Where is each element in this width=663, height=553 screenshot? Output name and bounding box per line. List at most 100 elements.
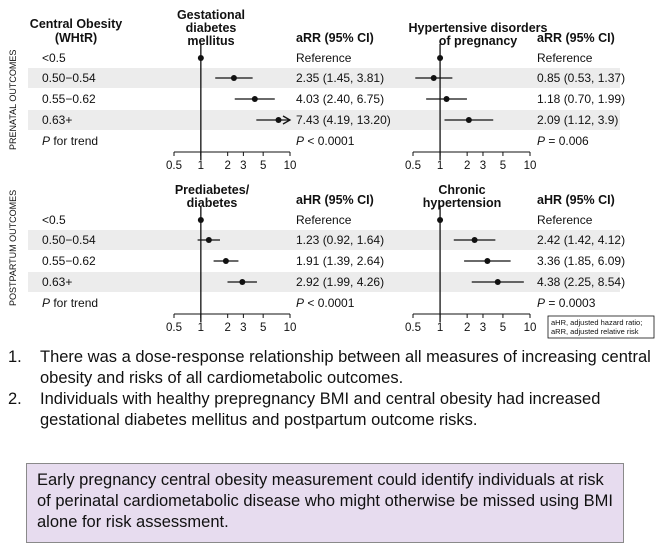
point-estimate — [239, 279, 246, 285]
finding-text: There was a dose-response relationship b… — [40, 348, 651, 387]
row-label: 0.50−0.54 — [42, 233, 96, 247]
panel-title-line: mellitus — [187, 34, 234, 48]
panel-title-line: of pregnancy — [439, 34, 518, 48]
point-estimate — [222, 258, 229, 264]
footnote-text: aHR, adjusted hazard ratio; — [551, 318, 642, 327]
row-label: <0.5 — [42, 51, 66, 65]
row-label: P for trend — [42, 296, 98, 310]
estimate-header: aRR (95% CI) — [296, 31, 374, 45]
point-estimate — [465, 117, 472, 123]
point-estimate — [205, 237, 212, 243]
point-estimate — [437, 217, 444, 223]
estimate-text: P = 0.0003 — [537, 296, 596, 310]
finding-number: 1. — [8, 348, 22, 366]
estimate-text: 1.18 (0.70, 1.99) — [537, 92, 625, 106]
row-header-subtitle: (WHtR) — [55, 31, 97, 45]
point-estimate — [275, 117, 282, 123]
estimate-text: 1.23 (0.92, 1.64) — [296, 233, 384, 247]
estimate-text: Reference — [537, 213, 593, 227]
estimate-text: 7.43 (4.19, 13.20) — [296, 113, 391, 127]
panel-title-line: diabetes — [186, 21, 237, 35]
point-estimate — [430, 75, 437, 81]
x-tick-label: 3 — [240, 322, 246, 334]
point-estimate — [471, 237, 478, 243]
estimate-text: 1.91 (1.39, 2.64) — [296, 254, 384, 268]
x-tick-label: 10 — [524, 160, 537, 172]
point-estimate — [484, 258, 491, 264]
estimate-text: P < 0.0001 — [296, 134, 355, 148]
panel-title-line: Prediabetes/ — [175, 183, 250, 197]
x-tick-label: 10 — [284, 160, 297, 172]
row-label: 0.55−0.62 — [42, 254, 96, 268]
estimate-text: Reference — [537, 51, 593, 65]
p-italic: P — [42, 296, 50, 310]
estimate-text: 4.03 (2.40, 6.75) — [296, 92, 384, 106]
conclusion-box: Early pregnancy central obesity measurem… — [26, 463, 624, 543]
estimate-text: Reference — [296, 213, 352, 227]
estimate-text: 2.42 (1.42, 4.12) — [537, 233, 625, 247]
panel-title-line: Chronic — [438, 183, 485, 197]
p-italic: P — [296, 296, 304, 310]
point-estimate — [230, 75, 237, 81]
row-header-title: Central Obesity — [30, 17, 122, 31]
x-tick-label: 1 — [437, 322, 443, 334]
row-label: P for trend — [42, 134, 98, 148]
x-tick-label: 5 — [500, 322, 506, 334]
estimate-text: 2.92 (1.99, 4.26) — [296, 275, 384, 289]
x-tick-label: 5 — [500, 160, 506, 172]
row-label: 0.55−0.62 — [42, 92, 96, 106]
panel-title-line: hypertension — [423, 196, 502, 210]
x-tick-label: 3 — [240, 160, 246, 172]
point-estimate — [437, 55, 444, 61]
forest-plot-figure: Central Obesity(WHtR) <0.5 0.50−0.54 0.55−0… — [8, 8, 655, 339]
panel-title-line: Gestational — [177, 8, 245, 22]
point-estimate — [197, 55, 204, 61]
footnote-text: aRR, adjusted relative risk — [551, 327, 639, 336]
x-tick-label: 2 — [224, 322, 230, 334]
p-italic: P — [42, 134, 50, 148]
estimate-text: Reference — [296, 51, 352, 65]
row-stripe — [28, 230, 620, 250]
x-tick-label: 0.5 — [405, 322, 421, 334]
point-estimate — [443, 96, 450, 102]
x-tick-label: 5 — [260, 322, 266, 334]
estimate-text: P < 0.0001 — [296, 296, 355, 310]
estimate-text: 0.85 (0.53, 1.37) — [537, 71, 625, 85]
point-estimate — [197, 217, 204, 223]
finding-item: 1. There was a dose-response relationshi… — [8, 347, 658, 389]
x-tick-label: 10 — [524, 322, 537, 334]
row-label: 0.50−0.54 — [42, 71, 96, 85]
p-italic: P — [537, 296, 545, 310]
x-tick-label: 10 — [284, 322, 297, 334]
finding-number: 2. — [8, 390, 22, 408]
panel-title-line: diabetes — [187, 196, 238, 210]
x-tick-label: 0.5 — [166, 322, 182, 334]
point-estimate — [494, 279, 501, 285]
x-tick-label: 0.5 — [166, 160, 182, 172]
x-tick-label: 2 — [464, 322, 470, 334]
point-estimate — [251, 96, 258, 102]
estimate-text: 4.38 (2.25, 8.54) — [537, 275, 625, 289]
estimate-text: 2.35 (1.45, 3.81) — [296, 71, 384, 85]
x-tick-label: 2 — [224, 160, 230, 172]
estimate-text: 2.09 (1.12, 3.9) — [537, 113, 618, 127]
ci-arrow — [282, 115, 292, 125]
x-tick-label: 1 — [198, 322, 204, 334]
row-stripe — [28, 272, 620, 292]
section-label-postpartum: POSTPARTUM OUTCOMES — [8, 190, 18, 306]
p-italic: P — [537, 134, 545, 148]
row-label: 0.63+ — [42, 275, 72, 289]
finding-text: Individuals with healthy prepregnancy BM… — [40, 390, 601, 429]
key-findings-list: 1. There was a dose-response relationshi… — [8, 347, 658, 431]
x-tick-label: 0.5 — [405, 160, 421, 172]
estimate-header: aRR (95% CI) — [537, 31, 615, 45]
estimate-header: aHR (95% CI) — [537, 193, 615, 207]
footnote-box — [547, 315, 655, 339]
x-tick-label: 3 — [480, 322, 486, 334]
section-label-prenatal: PRENATAL OUTCOMES — [8, 50, 18, 150]
row-stripe — [28, 110, 620, 130]
estimate-text: P = 0.006 — [537, 134, 589, 148]
finding-item: 2. Individuals with healthy prepregnancy… — [8, 389, 658, 431]
x-tick-label: 5 — [260, 160, 266, 172]
row-label: <0.5 — [42, 213, 66, 227]
